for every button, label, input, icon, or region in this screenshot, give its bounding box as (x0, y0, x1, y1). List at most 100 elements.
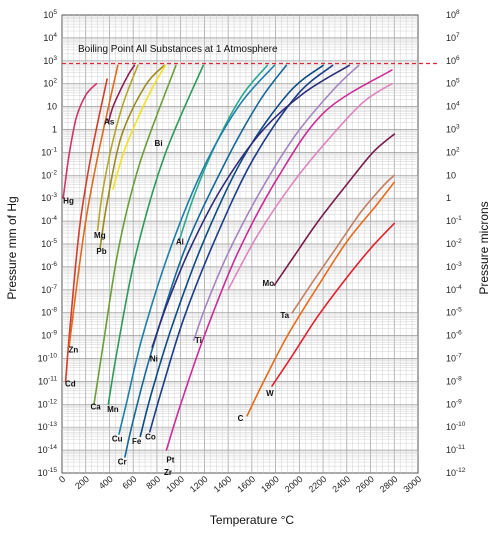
y-tick-label-left: 10-13 (38, 421, 58, 432)
series-line-ta (291, 174, 396, 314)
series-line-cu (118, 64, 276, 435)
x-tick-label: 200 (73, 474, 91, 491)
y-tick-label-left: 10-7 (41, 284, 57, 295)
y-tick-label-right: 102 (446, 146, 460, 157)
x-tick-label: 2800 (378, 474, 400, 495)
y-tick-label-left: 10-9 (41, 330, 57, 341)
y-tick-label-right: 10-9 (446, 398, 462, 409)
y-tick-label-left: 10-14 (38, 444, 58, 455)
x-tick-label: 2600 (354, 474, 376, 495)
y-tick-label-right: 10-5 (446, 307, 462, 318)
series-line-cd (64, 78, 108, 383)
series-label-hg: Hg (63, 196, 74, 205)
x-tick-label: 1400 (212, 474, 234, 495)
y-tick-label-left: 102 (43, 78, 57, 89)
series-label-ta: Ta (280, 311, 289, 320)
series-label-mg: Mg (94, 231, 106, 240)
series-line-ca (93, 64, 177, 406)
series-label-as: As (104, 117, 115, 126)
series-label-mn: Mn (107, 405, 119, 414)
y-tick-label-right: 10-11 (446, 444, 465, 455)
y-tick-label-left: 1 (52, 125, 57, 135)
y-tick-label-right: 10-6 (446, 330, 462, 341)
y-tick-label-right: 107 (446, 32, 460, 43)
series-line-zn (68, 64, 119, 348)
y-tick-label-right: 10-1 (446, 215, 462, 226)
y-tick-label-right: 10-7 (446, 353, 462, 364)
series-label-cu: Cu (112, 435, 123, 444)
y-tick-label-left: 103 (43, 55, 57, 66)
annotation-layer: Boiling Point All Substances at 1 Atmosp… (62, 44, 440, 65)
y-tick-label-left: 10-12 (38, 398, 58, 409)
x-tick-label: 2200 (307, 474, 329, 495)
y-tick-label-left: 10-5 (41, 238, 57, 249)
series-line-fe (139, 64, 324, 438)
boiling-point-annotation: Boiling Point All Substances at 1 Atmosp… (78, 44, 278, 55)
x-axis-title: Temperature °C (210, 513, 294, 527)
x-tick-label: 800 (144, 474, 162, 491)
x-tick-label: 1000 (164, 474, 186, 495)
series-label-w: W (266, 389, 274, 398)
series-label-ni: Ni (150, 355, 158, 364)
series-line-c (246, 181, 396, 417)
series-line-hg (62, 82, 98, 199)
y-tick-label-left: 10-15 (38, 467, 58, 478)
series-label-bi: Bi (155, 139, 163, 148)
series-line-bi (112, 64, 166, 190)
x-tick-label: 400 (97, 474, 115, 491)
series-line-mo (273, 133, 396, 286)
y-tick-label-right: 10-8 (446, 375, 462, 386)
series-line-ni (151, 64, 350, 348)
series-label-mo: Mo (263, 279, 275, 288)
y-tick-label-left: 105 (43, 9, 57, 20)
series-line-pt (165, 69, 393, 451)
y-tick-label-left: 10-8 (41, 307, 57, 318)
x-tick-label: 0 (57, 474, 67, 485)
y-tick-label-left: 10-2 (41, 169, 57, 180)
x-tick-label: 1200 (188, 474, 210, 495)
series-label-ti: Ti (195, 336, 202, 345)
series-label-pt: Pt (166, 455, 174, 464)
x-tick-label: 3000 (402, 474, 424, 495)
series-label-al: Al (176, 238, 184, 247)
y-tick-label-left: 104 (43, 32, 57, 43)
y-tick-label-right: 10-2 (446, 238, 462, 249)
y-tick-label-right: 108 (446, 9, 460, 20)
x-tick-label: 2400 (330, 474, 352, 495)
series-line-pb (99, 64, 165, 250)
y-tick-label-left: 10-4 (41, 215, 57, 226)
series-label-fe: Fe (132, 437, 142, 446)
y-tick-label-right: 1 (446, 193, 451, 203)
y-tick-label-right: 106 (446, 55, 460, 66)
series-line-zr (227, 82, 393, 291)
series-label-co: Co (145, 432, 156, 441)
series-line-mg (96, 64, 139, 232)
y-tick-label-right: 10-4 (446, 284, 462, 295)
series-line-as (107, 64, 136, 124)
series-label-ca: Ca (90, 403, 101, 412)
y-tick-label-left: 10-11 (38, 375, 57, 386)
series-label-c: C (238, 414, 244, 423)
series-line-mn (107, 64, 204, 406)
series-label-pb: Pb (96, 247, 106, 256)
y-tick-label-left: 10 (47, 102, 57, 112)
y-tick-label-left: 10-3 (41, 192, 57, 203)
x-tick-label: 1600 (235, 474, 257, 495)
series-label-cr: Cr (118, 458, 127, 467)
series-line-co (149, 64, 334, 433)
y-tick-label-right: 103 (446, 124, 460, 135)
y-tick-label-left: 10-10 (38, 353, 58, 364)
y-axis-title-left: Pressure mm of Hg (5, 196, 19, 299)
series-line-ti (192, 64, 360, 341)
y-axis-title-right: Pressure microns (477, 201, 491, 294)
x-tick-label: 1800 (259, 474, 281, 495)
series-label-cd: Cd (65, 380, 76, 389)
series-label-zn: Zn (69, 345, 79, 354)
series-line-w (271, 222, 396, 387)
y-tick-label-right: 104 (446, 101, 460, 112)
series-line-cr (124, 64, 288, 458)
y-tick-label-right: 10-10 (446, 421, 466, 432)
